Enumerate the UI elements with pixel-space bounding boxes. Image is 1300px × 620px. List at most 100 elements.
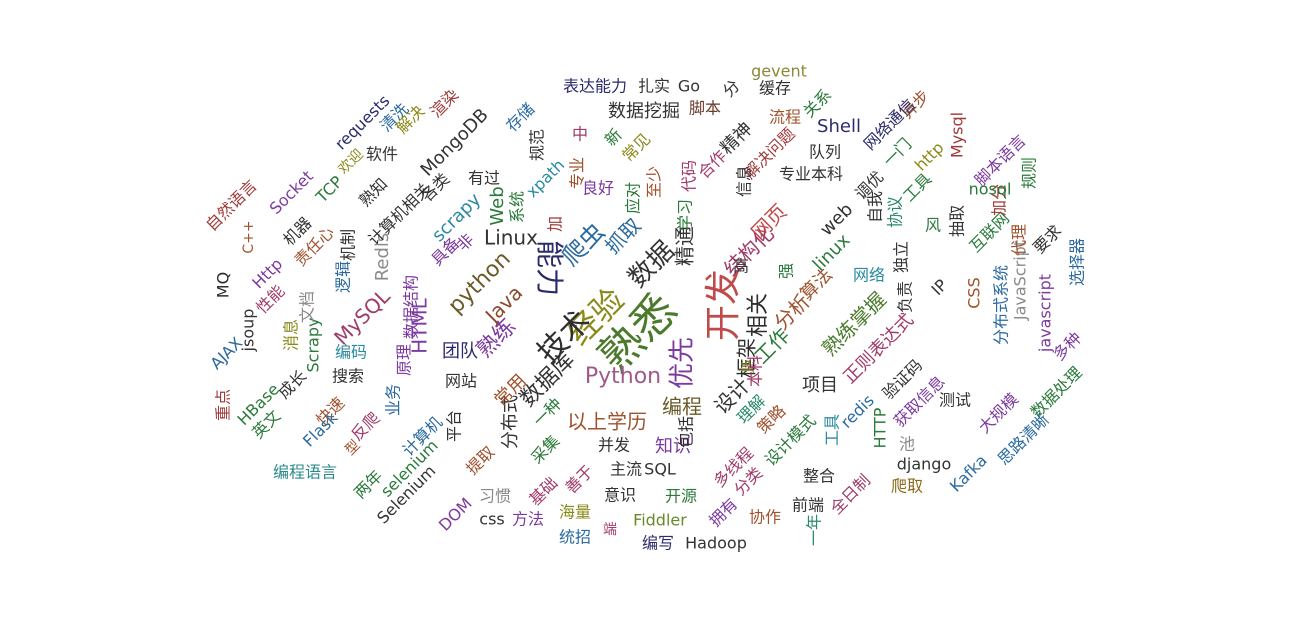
- word-cloud-term: 编程: [662, 395, 702, 419]
- word-cloud-term: 学习: [676, 199, 695, 231]
- word-cloud-term: 文档: [298, 291, 317, 323]
- word-cloud-term: 端: [603, 522, 617, 538]
- word-cloud-term: 采集: [527, 431, 563, 467]
- word-cloud-term: DOM: [435, 494, 476, 535]
- word-cloud-term: 脚本: [689, 99, 721, 118]
- word-cloud-term: 平台: [445, 410, 464, 442]
- word-cloud-term: 一年: [805, 514, 824, 546]
- word-cloud-term: 重点: [214, 389, 233, 421]
- word-cloud-term: 开发: [703, 269, 744, 341]
- word-cloud-term: 中: [572, 125, 588, 144]
- word-cloud-term: 专业本科: [779, 165, 843, 184]
- word-cloud-term: 分布式: [500, 395, 521, 449]
- word-cloud-term: 统招: [559, 528, 591, 547]
- word-cloud-term: 方法: [512, 510, 544, 529]
- word-cloud-term: 加: [546, 216, 565, 232]
- word-cloud-term: 强: [777, 263, 796, 279]
- word-cloud-term: IP: [927, 275, 951, 299]
- word-cloud-term: 数据结构: [402, 275, 421, 339]
- word-cloud-term: Kafka: [946, 451, 991, 496]
- word-cloud-term: xpath: [522, 155, 568, 201]
- word-cloud-term: Hadoop: [685, 534, 747, 553]
- word-cloud-term: 意识: [604, 486, 636, 505]
- word-cloud-term: 逻辑: [334, 261, 353, 293]
- word-cloud-term: 前端: [792, 496, 824, 515]
- word-cloud-term: 习惯: [479, 487, 511, 506]
- word-cloud-term: 欢迎: [335, 146, 366, 177]
- word-cloud-term: 网络: [853, 266, 885, 285]
- word-cloud-term: Socket: [266, 167, 317, 218]
- word-cloud-term: 加分: [990, 184, 1009, 216]
- word-cloud-term: 独立: [892, 241, 911, 273]
- word-cloud-term: 编程语言: [273, 463, 337, 482]
- word-cloud-term: 团队: [442, 341, 478, 362]
- word-cloud-term: 测试: [939, 391, 971, 410]
- word-cloud-term: 选择器: [1068, 238, 1087, 286]
- word-cloud-term: 编写: [642, 534, 674, 553]
- word-cloud-term: Shell: [817, 116, 861, 137]
- word-cloud-term: gevent: [751, 62, 807, 81]
- word-cloud-term: MQ: [214, 272, 233, 298]
- word-cloud-term: 要求: [1029, 221, 1065, 257]
- word-cloud-term: Web: [487, 186, 508, 225]
- word-cloud-term: django: [897, 455, 952, 474]
- word-cloud-term: 善于: [561, 461, 597, 497]
- word-cloud-term: 工具: [823, 414, 842, 446]
- word-cloud-term: 整合: [803, 467, 835, 486]
- word-cloud-term: 相关: [746, 293, 771, 337]
- word-cloud-term: 协议: [886, 196, 905, 228]
- word-cloud-term: 信息: [735, 165, 754, 197]
- word-cloud-term: SQL: [644, 460, 676, 479]
- word-cloud-term: 数据挖掘: [608, 101, 680, 122]
- word-cloud-term: 编码: [335, 343, 367, 362]
- word-cloud-term: Redis: [372, 233, 393, 282]
- word-cloud-term: 抓取: [600, 213, 645, 258]
- word-cloud-term: Http: [248, 254, 286, 292]
- word-cloud-term: 协作: [749, 508, 781, 527]
- word-cloud-term: 自我: [866, 191, 885, 223]
- word-cloud-term: 拥有: [705, 494, 741, 530]
- word-cloud-term: js: [736, 360, 755, 374]
- word-cloud-term: HTTP: [871, 407, 890, 448]
- word-cloud-term: Mysql: [948, 112, 967, 158]
- word-cloud-term: 业务: [384, 384, 403, 416]
- word-cloud-term: JavaScript: [1011, 240, 1030, 321]
- word-cloud-term: 知识: [655, 436, 691, 457]
- word-cloud-term: 代理: [1010, 224, 1029, 256]
- word-cloud-term: 以上学历: [567, 410, 647, 434]
- word-cloud-term: 渲染: [426, 85, 462, 121]
- word-cloud-term: Go: [678, 77, 700, 96]
- word-cloud-term: 常见: [618, 129, 654, 165]
- word-cloud-term: 包括: [677, 416, 696, 448]
- word-cloud-term: 大规模: [975, 390, 1022, 437]
- word-cloud-term: C++: [241, 220, 257, 253]
- word-cloud-term: linux: [809, 230, 855, 276]
- word-cloud-term: javascript: [1036, 274, 1055, 353]
- word-cloud-term: 多种: [1049, 328, 1085, 364]
- word-cloud-term: 池: [899, 435, 915, 454]
- word-cloud-term: 规范: [528, 129, 547, 161]
- word-cloud-term: http: [911, 138, 948, 175]
- word-cloud-term: 规则: [1020, 157, 1039, 189]
- word-cloud-term: jsoup: [239, 309, 258, 353]
- word-cloud-term: 机制: [339, 229, 358, 261]
- word-cloud-term: 框架: [735, 338, 759, 378]
- word-cloud-term: 专业: [568, 157, 587, 189]
- word-cloud-term: 并发: [598, 436, 630, 455]
- word-cloud-term: 扎实: [638, 77, 670, 96]
- word-cloud-term: HTML: [408, 297, 432, 354]
- word-cloud-term: nosql: [969, 180, 1012, 199]
- word-cloud-term: CSS: [965, 277, 984, 308]
- word-cloud-term: 新: [601, 125, 626, 150]
- word-cloud-term: 两年: [350, 466, 386, 502]
- word-cloud-term: 流程: [769, 108, 801, 127]
- word-cloud-term: TCP: [311, 172, 346, 207]
- word-cloud-term: 开源: [665, 487, 697, 506]
- word-cloud-term: 消息: [282, 319, 301, 351]
- word-cloud-term: 表达能力: [563, 77, 627, 96]
- word-cloud-term: 网站: [445, 372, 477, 391]
- word-cloud-term: 队列: [809, 143, 841, 162]
- word-cloud-term: 熟练: [472, 314, 521, 363]
- word-cloud-term: 至少: [645, 166, 664, 198]
